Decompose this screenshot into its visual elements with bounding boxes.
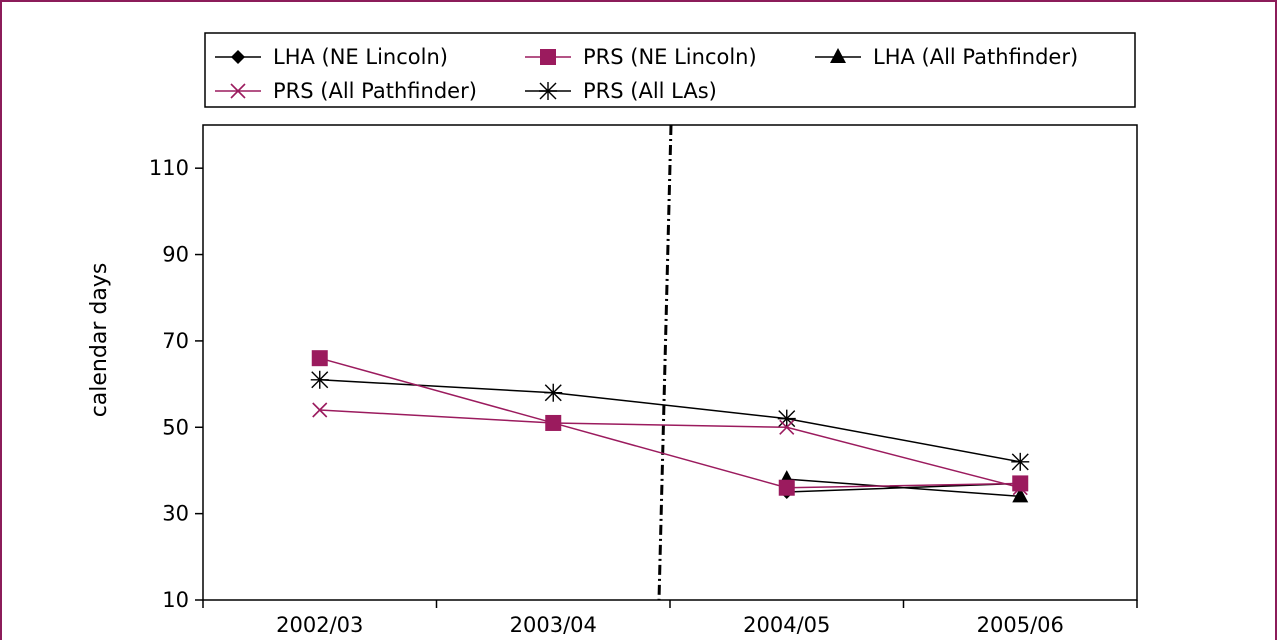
plot-area: [202, 124, 1138, 601]
legend-label: PRS (NE Lincoln): [583, 45, 757, 69]
legend: LHA (NE Lincoln) PRS (NE Lincoln) LHA (All…: [215, 45, 1078, 103]
legend-marker: [230, 83, 246, 99]
series-line: [319, 357, 1021, 489]
data-point: [312, 402, 328, 418]
y-axis-title: calendar days: [87, 263, 112, 418]
x-tick-label: 2002/03: [276, 613, 363, 637]
x-tick-label: 2003/04: [510, 613, 597, 637]
x-tick-label: 2005/06: [977, 613, 1064, 637]
legend-label: PRS (All LAs): [583, 79, 717, 103]
data-point: [1012, 475, 1029, 492]
legend-item-lha-ne-lincoln: LHA (NE Lincoln): [215, 45, 448, 69]
data-point: [310, 370, 329, 389]
series-line: [319, 379, 1021, 463]
legend-box: [204, 32, 1136, 108]
legend-label: PRS (All Pathfinder): [273, 79, 477, 103]
data-point: [311, 350, 328, 367]
legend-marker: [231, 50, 245, 64]
series-line: [319, 409, 1021, 489]
legend-item-lha-all-pathfinder: LHA (All Pathfinder): [815, 45, 1078, 69]
data-point: [1011, 452, 1030, 471]
data-point: [777, 409, 796, 428]
series-layer: [310, 350, 1030, 503]
legend-label: LHA (All Pathfinder): [873, 45, 1078, 69]
y-tick-label: 90: [162, 243, 189, 267]
y-tick-label: 50: [162, 415, 189, 439]
legend-marker: [830, 48, 846, 63]
y-tick-label: 70: [162, 329, 189, 353]
data-point: [779, 419, 795, 435]
data-point: [545, 414, 562, 431]
y-axis: 10 30 50 70 90 110: [149, 156, 203, 612]
x-axis: 2002/03 2003/04 2004/05 2005/06: [202, 600, 1138, 637]
series-prs-all-las: [310, 370, 1030, 471]
data-point: [1012, 487, 1029, 503]
y-tick-label: 30: [162, 502, 189, 526]
y-tick-label: 10: [162, 588, 189, 612]
data-point: [544, 383, 563, 402]
data-point: [778, 479, 795, 496]
legend-item-prs-all-pathfinder: PRS (All Pathfinder): [215, 79, 477, 103]
x-tick-label: 2004/05: [743, 613, 830, 637]
y-tick-label: 110: [149, 156, 189, 180]
legend-item-prs-all-las: PRS (All LAs): [525, 79, 717, 103]
policy-change-line: [657, 124, 673, 601]
legend-marker: [540, 49, 556, 65]
legend-item-prs-ne-lincoln: PRS (NE Lincoln): [525, 45, 757, 69]
series-prs-ne-lincoln: [311, 350, 1029, 496]
legend-label: LHA (NE Lincoln): [273, 45, 448, 69]
legend-marker: [539, 82, 557, 100]
